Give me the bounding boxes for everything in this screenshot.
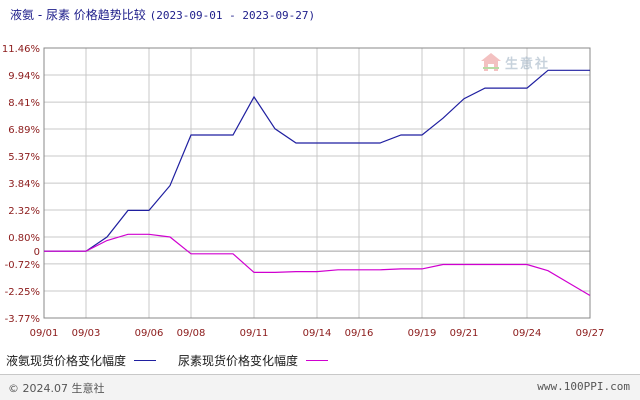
- y-tick-label: -2.25%: [5, 287, 40, 298]
- x-tick-label: 09/21: [450, 328, 479, 339]
- y-tick-label: 8.41%: [8, 98, 40, 109]
- legend-label-series2: 尿素现货价格变化幅度: [178, 354, 299, 368]
- grid-layer: [43, 47, 591, 319]
- chart-title-text: 液氨 - 尿素 价格趋势比较: [10, 8, 146, 22]
- watermark-text: 生意社: [505, 56, 551, 72]
- x-tick-label: 09/03: [72, 328, 101, 339]
- line-chart: 11.46% 9.94% 8.41% 6.89% 5.37% 3.84% 2.32% 0.80…: [2, 44, 605, 339]
- y-tick-label: 0.80%: [8, 233, 40, 244]
- footer-copyright: © 2024.07 生意社: [8, 382, 105, 395]
- footer-divider: [0, 374, 640, 375]
- y-tick-label: 5.37%: [8, 152, 40, 163]
- legend-item-series2: 尿素现货价格变化幅度: [178, 352, 329, 369]
- x-tick-label: 09/14: [303, 328, 332, 339]
- y-tick-label: 3.84%: [8, 179, 40, 190]
- footer: © 2024.07 生意社 www.100PPI.com: [0, 375, 640, 400]
- legend-label-series1: 液氨现货价格变化幅度: [6, 354, 127, 368]
- x-tick-label: 09/24: [513, 328, 542, 339]
- chart-date-range: (2023-09-01 - 2023-09-27): [149, 9, 316, 22]
- y-tick-label: -3.77%: [5, 314, 40, 325]
- x-tick-label: 09/16: [345, 328, 374, 339]
- x-tick-label: 09/01: [30, 328, 59, 339]
- legend-item-series1: 液氨现货价格变化幅度: [6, 352, 157, 369]
- chart-title: 液氨 - 尿素 价格趋势比较 (2023-09-01 - 2023-09-27): [10, 6, 315, 23]
- y-tick-label: 9.94%: [8, 71, 40, 82]
- y-tick-label: -0.72%: [5, 260, 40, 271]
- y-tick-label: 2.32%: [8, 206, 40, 217]
- x-tick-label: 09/06: [135, 328, 164, 339]
- watermark: 生意社: [480, 52, 550, 72]
- plot-frame: [43, 47, 591, 319]
- x-tick-label: 09/08: [177, 328, 206, 339]
- footer-site-link[interactable]: www.100PPI.com: [537, 380, 630, 393]
- chart-legend: 液氨现货价格变化幅度 尿素现货价格变化幅度: [6, 352, 350, 369]
- series-line-2: [44, 233, 591, 297]
- x-tick-label: 09/27: [576, 328, 605, 339]
- logo-house-icon: [481, 53, 501, 71]
- legend-swatch-series2: [306, 360, 329, 361]
- axis-layer: 11.46% 9.94% 8.41% 6.89% 5.37% 3.84% 2.32% 0.80…: [2, 44, 605, 339]
- legend-swatch-series1: [134, 360, 157, 361]
- y-tick-label: 11.46%: [2, 44, 40, 55]
- y-tick-label: 6.89%: [8, 125, 40, 136]
- series-layer: [44, 69, 591, 297]
- series-line-1: [44, 69, 590, 252]
- x-tick-label: 09/11: [240, 328, 269, 339]
- x-tick-label: 09/19: [408, 328, 437, 339]
- y-tick-label: 0: [34, 247, 40, 258]
